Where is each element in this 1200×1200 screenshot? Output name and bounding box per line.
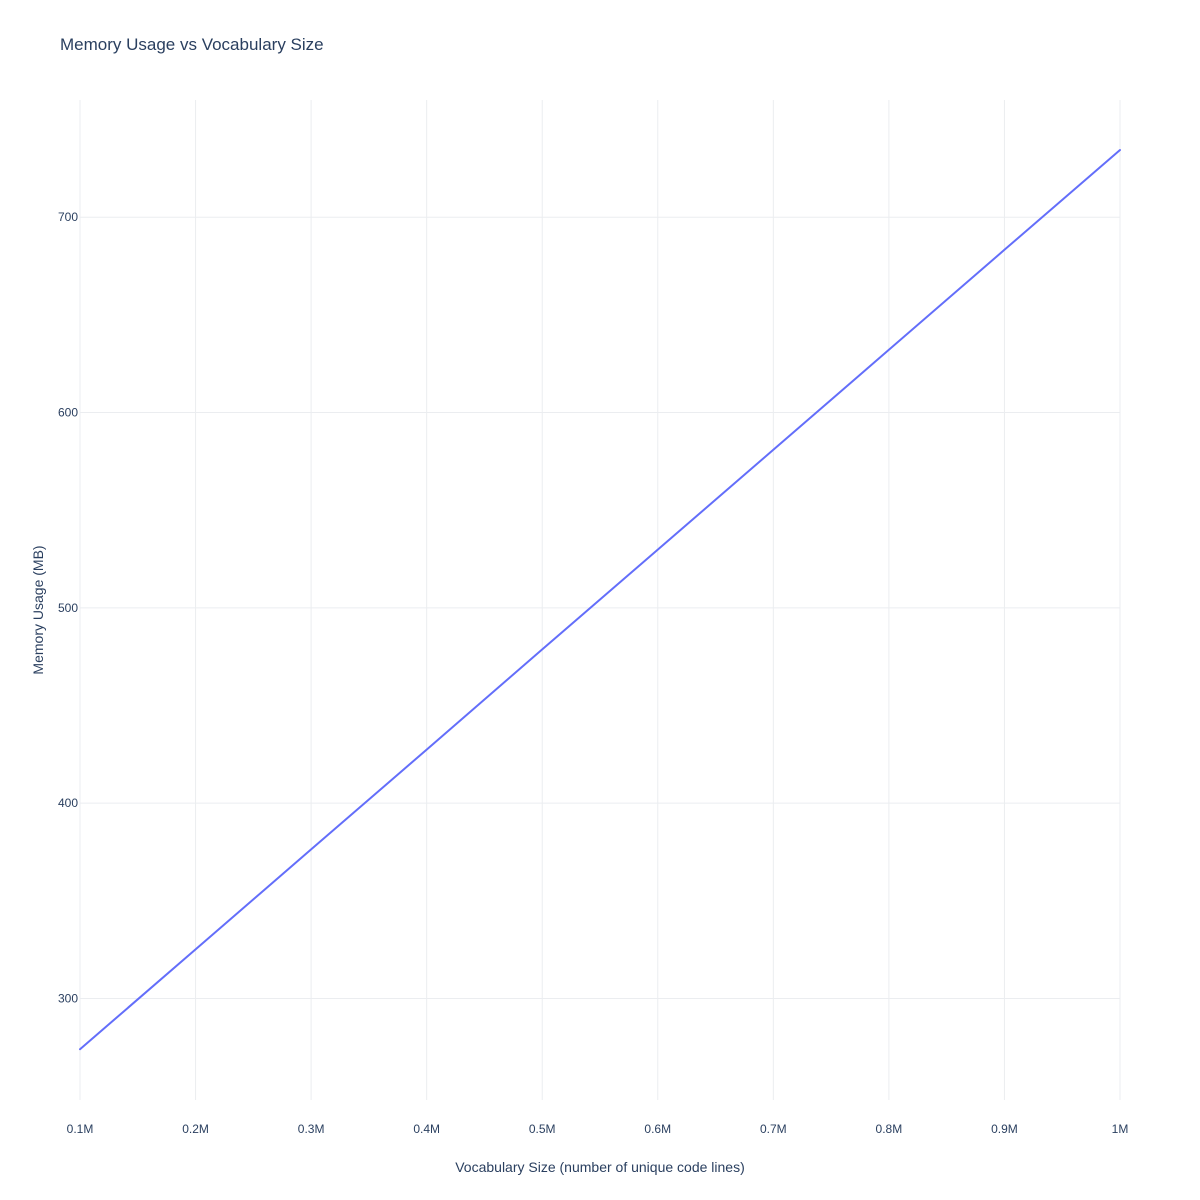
y-tick-label: 500 [58, 601, 78, 615]
x-tick-label: 0.3M [298, 1122, 325, 1136]
x-tick-label: 0.8M [876, 1122, 903, 1136]
y-axis-ticks: 300 400 500 600 700 [58, 210, 78, 1005]
x-tick-label: 0.2M [182, 1122, 209, 1136]
x-tick-label: 0.4M [413, 1122, 440, 1136]
y-tick-label: 300 [58, 991, 78, 1005]
y-axis-title: Memory Usage (MB) [30, 545, 46, 674]
y-tick-label: 700 [58, 210, 78, 224]
series-layer [79, 149, 1121, 1051]
series-line [79, 149, 1121, 1051]
grid-layer [79, 100, 1121, 1100]
x-axis-ticks: 0.1M 0.2M 0.3M 0.4M 0.5M 0.6M 0.7M 0.8M 0.9M 1M [67, 1122, 1129, 1136]
x-tick-label: 0.5M [529, 1122, 556, 1136]
x-tick-label: 0.9M [991, 1122, 1018, 1136]
x-tick-label: 1M [1112, 1122, 1129, 1136]
x-tick-label: 0.1M [67, 1122, 94, 1136]
x-axis-title: Vocabulary Size (number of unique code l… [455, 1159, 745, 1175]
x-tick-label: 0.6M [644, 1122, 671, 1136]
y-tick-label: 400 [58, 796, 78, 810]
chart-title: Memory Usage vs Vocabulary Size [60, 35, 324, 54]
y-tick-label: 600 [58, 406, 78, 420]
x-tick-label: 0.7M [760, 1122, 787, 1136]
